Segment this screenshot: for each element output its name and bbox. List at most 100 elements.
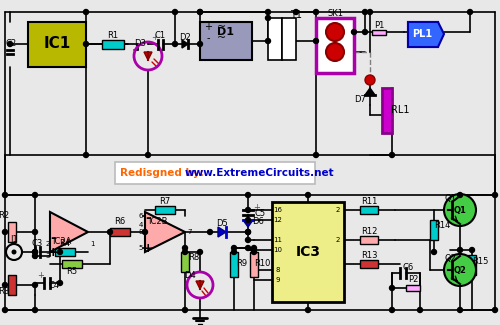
Text: R1: R1: [108, 32, 118, 41]
Text: 10: 10: [274, 247, 282, 253]
Text: 3: 3: [46, 253, 50, 259]
Circle shape: [32, 250, 38, 254]
Text: Redisgned by:: Redisgned by:: [120, 168, 208, 178]
Circle shape: [2, 229, 7, 235]
Text: R9: R9: [236, 259, 248, 268]
Text: 5: 5: [138, 245, 143, 251]
Text: +: +: [254, 202, 260, 212]
Text: +: +: [38, 271, 44, 280]
Circle shape: [208, 229, 212, 235]
Bar: [55, 248, 75, 256]
Circle shape: [492, 192, 498, 198]
Bar: [468, 255, 476, 275]
Text: IC1: IC1: [44, 36, 70, 51]
Polygon shape: [218, 227, 226, 237]
Circle shape: [458, 307, 462, 313]
Text: 4: 4: [138, 222, 143, 228]
Text: +: +: [204, 22, 212, 32]
Polygon shape: [50, 212, 88, 252]
Text: Q1: Q1: [444, 193, 456, 202]
Circle shape: [246, 217, 250, 223]
Circle shape: [246, 245, 250, 251]
Text: Q2: Q2: [444, 254, 456, 263]
Circle shape: [182, 245, 188, 251]
Text: T1: T1: [290, 10, 302, 20]
Bar: [268, 18, 282, 60]
Circle shape: [266, 38, 270, 44]
Circle shape: [314, 152, 318, 158]
Circle shape: [246, 229, 250, 235]
Circle shape: [58, 280, 62, 285]
Bar: [272, 202, 344, 302]
Text: J1: J1: [10, 236, 18, 244]
Circle shape: [198, 42, 202, 46]
Bar: [430, 220, 438, 240]
Circle shape: [362, 9, 368, 15]
Text: R10: R10: [254, 259, 270, 268]
Text: -: -: [145, 211, 151, 225]
Polygon shape: [365, 88, 375, 95]
Circle shape: [58, 250, 62, 254]
Text: C4: C4: [48, 280, 60, 290]
Circle shape: [32, 282, 38, 288]
Bar: [406, 285, 420, 291]
Bar: [230, 252, 238, 277]
Circle shape: [32, 250, 38, 254]
Text: D3: D3: [134, 40, 146, 48]
Polygon shape: [144, 52, 152, 60]
Circle shape: [492, 307, 498, 313]
Text: R6: R6: [114, 217, 126, 227]
Text: +: +: [48, 245, 58, 258]
Text: 11: 11: [274, 237, 282, 243]
Text: C5: C5: [254, 210, 266, 218]
Text: P2: P2: [408, 276, 418, 284]
Text: ~: ~: [218, 33, 226, 43]
Text: ~: ~: [218, 22, 226, 32]
Circle shape: [326, 43, 344, 61]
Circle shape: [246, 207, 250, 213]
Circle shape: [306, 307, 310, 313]
Circle shape: [12, 250, 16, 254]
Bar: [282, 18, 296, 60]
Polygon shape: [243, 220, 253, 227]
Text: D6: D6: [252, 217, 264, 227]
Circle shape: [172, 42, 178, 46]
Text: SK1: SK1: [327, 8, 343, 18]
Circle shape: [232, 250, 236, 254]
Text: C1: C1: [154, 32, 166, 41]
Text: R4: R4: [60, 240, 70, 249]
Circle shape: [2, 192, 7, 198]
Text: RL1: RL1: [391, 105, 409, 115]
Text: R3: R3: [0, 288, 10, 296]
Circle shape: [418, 307, 422, 313]
Circle shape: [32, 229, 38, 235]
Circle shape: [198, 9, 202, 15]
Circle shape: [390, 152, 394, 158]
Bar: [8, 222, 16, 242]
Circle shape: [252, 245, 256, 251]
Circle shape: [266, 16, 270, 20]
Text: 7: 7: [187, 229, 192, 235]
Text: IC2A: IC2A: [52, 238, 72, 246]
Bar: [110, 228, 130, 236]
Text: C3: C3: [32, 239, 42, 248]
Text: D1: D1: [218, 27, 234, 37]
Bar: [250, 252, 258, 277]
Polygon shape: [145, 212, 185, 252]
Circle shape: [32, 254, 38, 258]
Bar: [181, 252, 189, 272]
Circle shape: [182, 250, 188, 254]
Text: R13: R13: [361, 252, 378, 261]
Text: 12: 12: [274, 217, 282, 223]
Circle shape: [444, 194, 476, 226]
Bar: [360, 206, 378, 214]
Text: R14: R14: [434, 220, 450, 229]
Text: R12: R12: [361, 227, 377, 237]
Circle shape: [246, 238, 250, 242]
Circle shape: [390, 285, 394, 291]
Bar: [360, 260, 378, 268]
Circle shape: [84, 42, 88, 46]
Text: R5: R5: [66, 267, 78, 277]
Bar: [28, 22, 86, 67]
Circle shape: [232, 245, 236, 251]
